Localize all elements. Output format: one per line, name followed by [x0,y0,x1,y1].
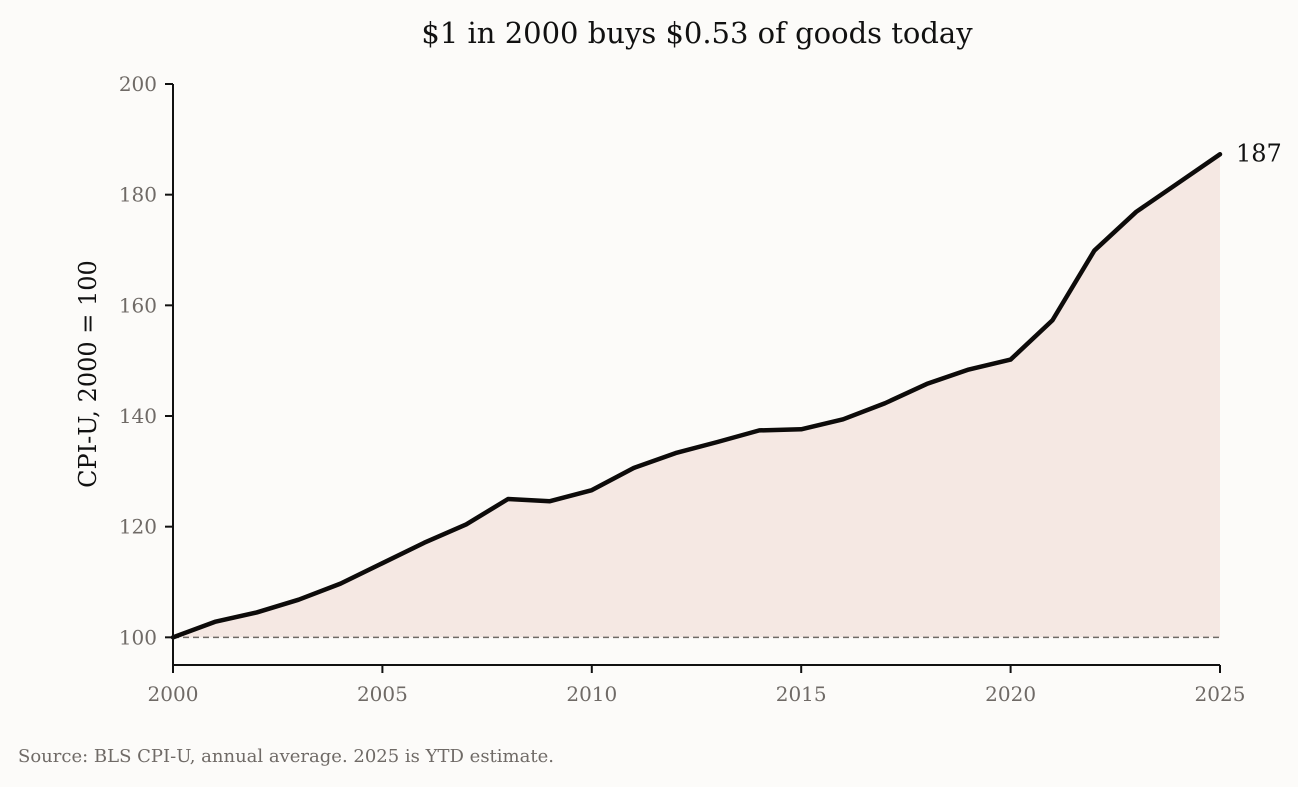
end-value-label: 187 [1236,139,1282,167]
x-tick-label: 2020 [985,682,1036,706]
y-tick-label: 100 [119,625,157,649]
chart-title: $1 in 2000 buys $0.53 of goods today [421,16,973,50]
series-line [170,152,1223,640]
x-ticks: 2000 2005 2010 2015 2020 2025 [148,665,1246,706]
y-tick-label: 120 [119,515,157,539]
y-tick-label: 140 [119,404,157,428]
x-tick-label: 2015 [776,682,827,706]
y-axis-label: CPI-U, 2000 = 100 [74,260,102,488]
x-tick-label: 2010 [566,682,617,706]
y-tick-label: 180 [119,183,157,207]
x-tick-label: 2000 [148,682,199,706]
x-tick-label: 2025 [1195,682,1246,706]
y-tick-label: 200 [119,72,157,96]
source-note: Source: BLS CPI-U, annual average. 2025 … [18,746,554,767]
x-tick-label: 2005 [357,682,408,706]
y-tick-label: 160 [119,293,157,317]
area-fill [173,154,1220,638]
y-ticks: 100 120 140 160 180 200 [119,72,173,649]
